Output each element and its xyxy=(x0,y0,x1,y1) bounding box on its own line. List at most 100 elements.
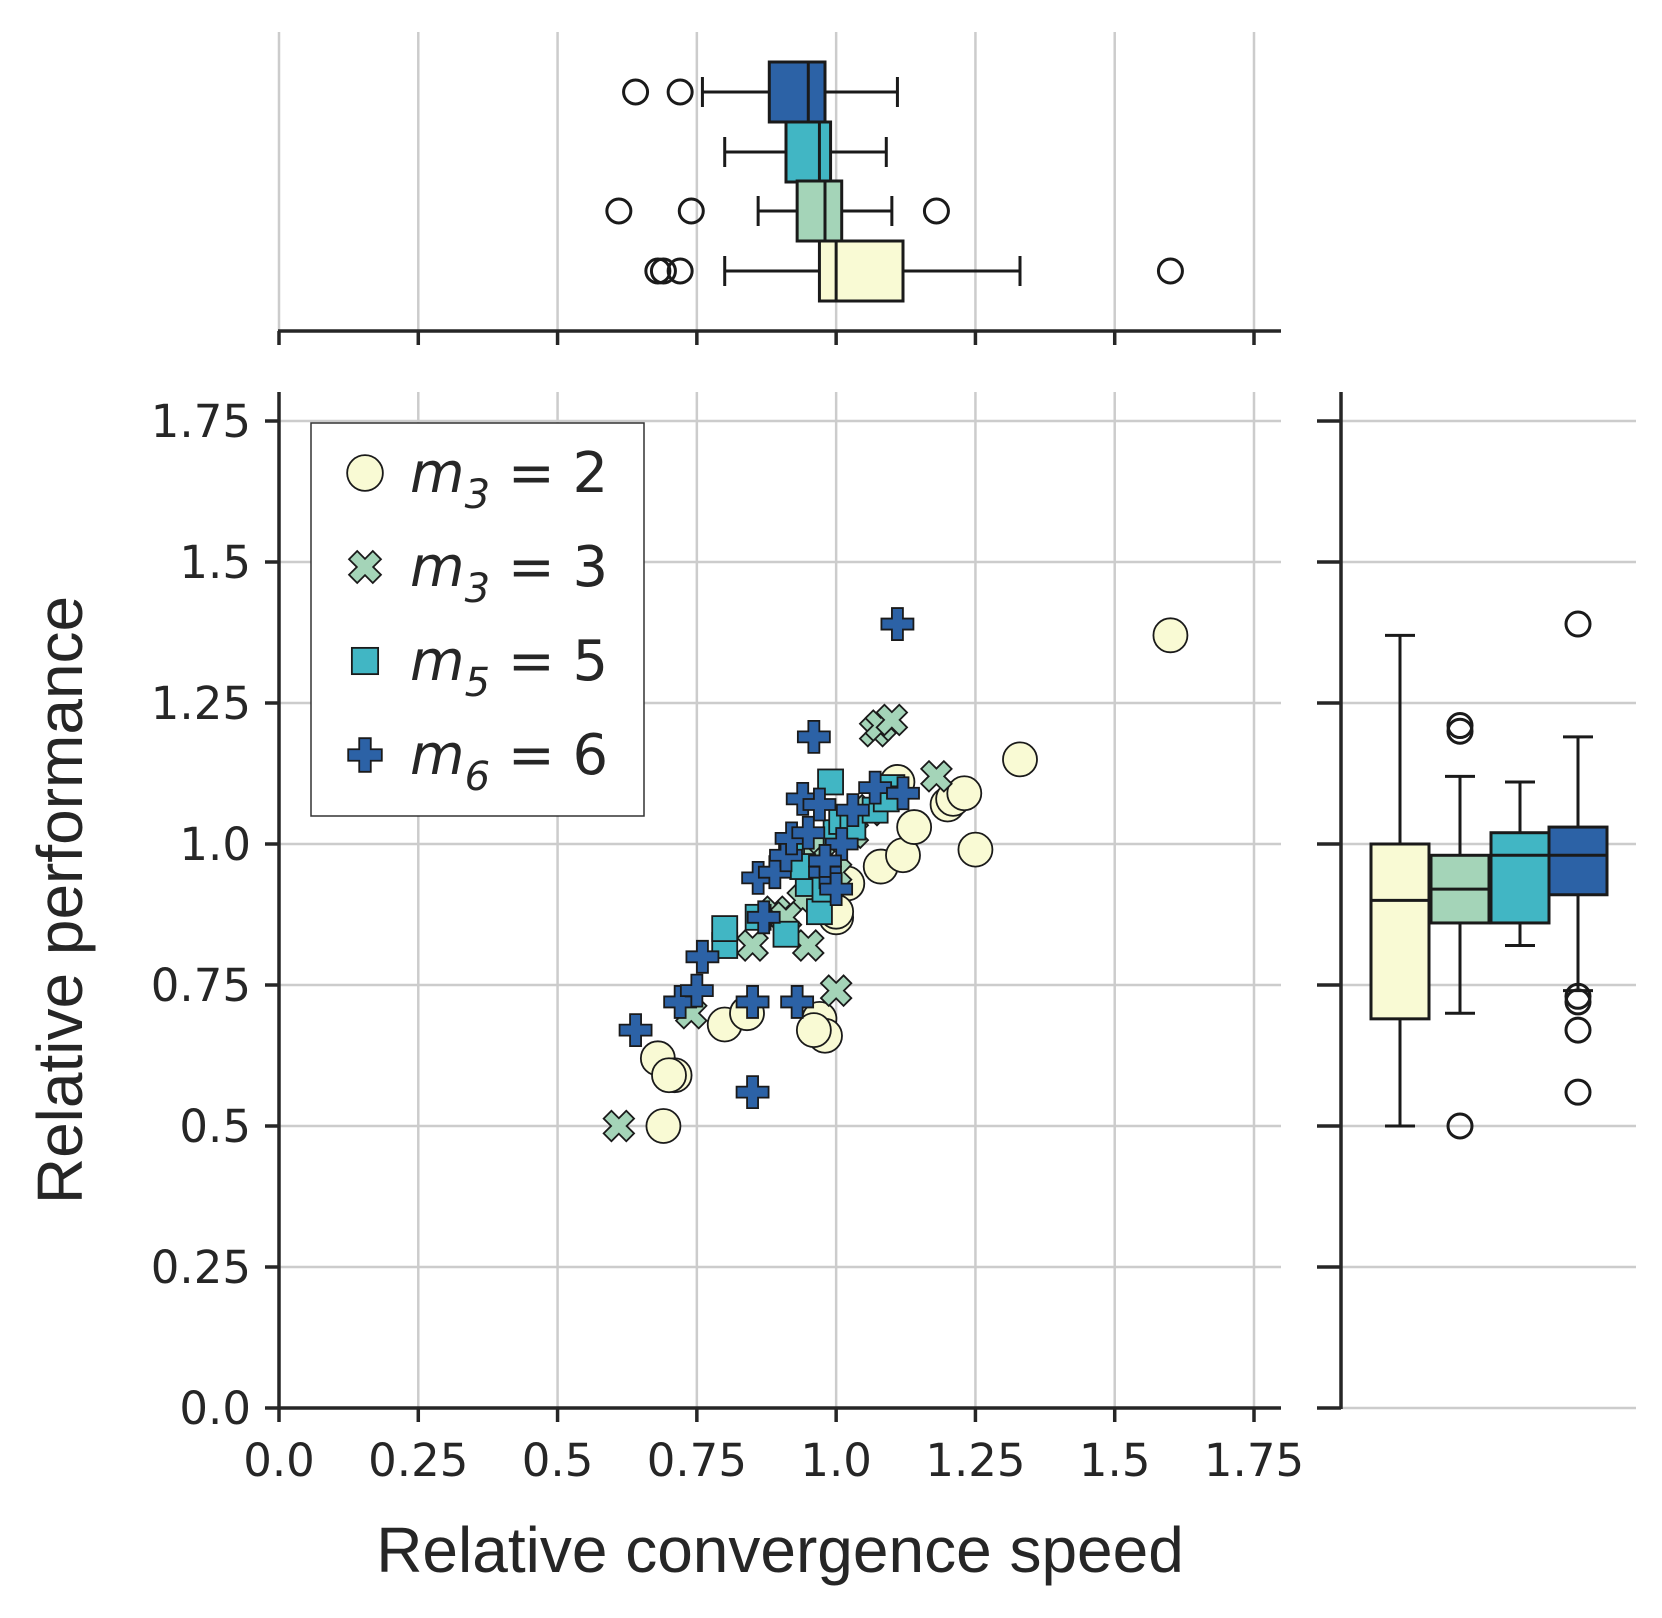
legend: m3 = 2 m3 = 3 m5 = 5 m6 = 6 xyxy=(310,422,645,817)
outlier xyxy=(677,197,705,225)
legend-rest: = 5 xyxy=(490,629,608,694)
data-point-plus xyxy=(835,793,870,828)
y-tick-label: 1.25 xyxy=(151,677,251,730)
box xyxy=(795,179,844,243)
legend-var: m xyxy=(410,535,465,600)
x-tick-label: 1.25 xyxy=(925,1434,1025,1487)
outlier xyxy=(666,78,694,106)
data-point-plus xyxy=(780,985,815,1019)
legend-label-m3-2: m3 = 2 xyxy=(410,441,608,518)
legend-markers xyxy=(346,454,384,773)
outlier xyxy=(666,257,694,285)
outlier xyxy=(1564,988,1592,1016)
x-axis-label: Relative convergence speed xyxy=(376,1514,1184,1586)
right-marginal-boxplot xyxy=(1369,610,1609,1140)
legend-label-m3-6: m6 = 6 xyxy=(410,723,608,800)
legend-rest: = 2 xyxy=(490,441,608,506)
x-tick-label: 0.75 xyxy=(647,1434,747,1487)
data-point-square xyxy=(711,915,739,942)
data-point-circle xyxy=(1002,741,1038,778)
data-point-plus xyxy=(796,719,831,754)
legend-var: m xyxy=(410,723,465,788)
y-tick-label: 1.5 xyxy=(179,536,251,589)
data-point-plus xyxy=(802,787,837,822)
x-tick-label: 0.25 xyxy=(368,1434,468,1487)
data-point-square xyxy=(806,898,833,926)
data-point-plus xyxy=(618,1013,653,1048)
legend-rest: = 6 xyxy=(490,723,608,788)
outlier xyxy=(644,257,672,285)
legend-sub: 5 xyxy=(465,660,490,706)
legend-label-m3-5: m5 = 5 xyxy=(410,629,608,706)
data-point-plus xyxy=(735,985,770,1019)
outlier xyxy=(622,78,650,106)
box xyxy=(1489,831,1551,925)
data-point-x xyxy=(791,929,825,962)
data-point-x xyxy=(602,1109,636,1143)
top-marginal-boxplot xyxy=(605,60,1184,303)
x-tick-label: 0.5 xyxy=(522,1434,594,1487)
outlier xyxy=(1564,982,1592,1010)
outlier xyxy=(1446,1112,1474,1140)
y-tick-label: 0.0 xyxy=(179,1382,251,1435)
y-tick-label: 1.75 xyxy=(151,395,251,448)
data-point-plus xyxy=(880,607,915,641)
axes xyxy=(265,329,1343,1422)
data-point-plus xyxy=(886,776,920,811)
box xyxy=(784,120,833,184)
data-point-plus xyxy=(824,827,859,861)
data-point-plus xyxy=(858,770,893,805)
box xyxy=(1369,842,1431,1021)
data-point-circle xyxy=(957,831,994,868)
data-point-circle xyxy=(346,454,384,492)
box xyxy=(767,60,827,124)
legend-label-m3-3: m3 = 3 xyxy=(410,535,608,612)
data-point-circle xyxy=(1152,617,1189,654)
data-point-circle xyxy=(896,809,933,845)
x-tick-label: 1.75 xyxy=(1204,1434,1304,1487)
data-point-circle xyxy=(651,1057,687,1094)
data-point-plus xyxy=(791,815,826,850)
data-point-x xyxy=(919,759,953,793)
legend-sub: 3 xyxy=(465,472,490,518)
scatter-points xyxy=(602,607,1189,1144)
data-point-plus xyxy=(347,737,383,773)
tick-labels: 0.00.0 0.25 0.25 0.5 0.5 0.75 0.75 1.0 1.0 1.25 1.… xyxy=(151,395,1304,1487)
data-point-plus xyxy=(679,973,714,1008)
x-tick-label: 0.0 xyxy=(243,1434,315,1487)
outlier xyxy=(1446,717,1474,745)
outlier xyxy=(1564,1016,1592,1044)
y-tick-label: 1.0 xyxy=(179,818,251,871)
legend-sub: 6 xyxy=(465,754,490,800)
data-point-square xyxy=(350,646,380,676)
data-point-x xyxy=(347,549,383,585)
data-point-plus xyxy=(819,872,854,907)
legend-var: m xyxy=(410,441,465,506)
x-tick-label: 1.0 xyxy=(800,1434,872,1487)
box xyxy=(817,239,905,303)
outlier xyxy=(605,197,633,225)
box xyxy=(1547,825,1609,897)
y-tick-label: 0.5 xyxy=(179,1100,251,1153)
x-tick-label: 1.5 xyxy=(1079,1434,1151,1487)
data-point-plus xyxy=(735,1075,770,1110)
outlier xyxy=(1156,257,1184,285)
legend-sub: 3 xyxy=(465,566,490,612)
data-point-x xyxy=(819,974,853,1008)
outlier xyxy=(1446,712,1474,740)
data-point-circle xyxy=(946,775,983,812)
data-point-plus xyxy=(808,844,842,878)
y-axis-label: Relative performance xyxy=(24,596,96,1204)
legend-var: m xyxy=(410,629,465,694)
data-point-x xyxy=(875,703,909,737)
data-point-plus xyxy=(746,900,781,935)
legend-rest: = 3 xyxy=(490,535,608,600)
y-tick-label: 0.25 xyxy=(151,1241,251,1294)
data-point-circle xyxy=(645,1108,682,1144)
outlier xyxy=(1564,610,1592,638)
outlier xyxy=(922,197,950,225)
y-tick-label: 0.75 xyxy=(151,959,251,1012)
data-point-circle xyxy=(795,1012,832,1049)
